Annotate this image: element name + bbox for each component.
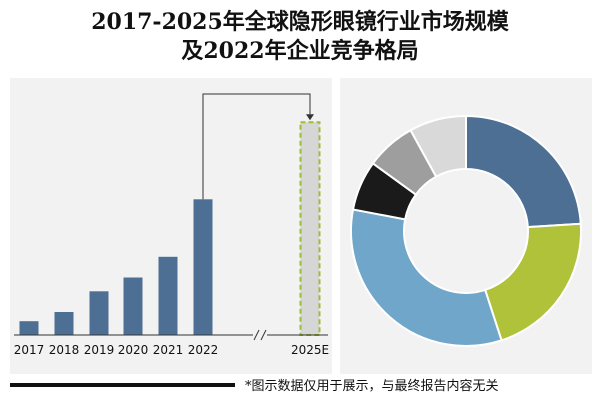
bar-2019 <box>89 291 109 335</box>
axis-break-mark-2 <box>260 329 267 341</box>
bar-2018 <box>54 312 74 335</box>
bar-2017 <box>19 321 39 335</box>
tick-label-2017: 2017 <box>14 343 45 357</box>
bar-2020 <box>123 277 143 335</box>
tick-label-2022: 2022 <box>188 343 219 357</box>
title-line-1: 2017-2025年全球隐形眼镜行业市场规模 <box>91 9 509 35</box>
footer-rule <box>10 383 235 387</box>
chart-title: 2017-2025年全球隐形眼镜行业市场规模 及2022年企业竞争格局 <box>0 8 600 66</box>
growth-arrow-head <box>306 114 314 121</box>
growth-connector-line <box>202 93 311 200</box>
bar-2022 <box>193 199 213 335</box>
donut-slice-2 <box>483 222 582 342</box>
axis-break-mark-1 <box>253 329 260 341</box>
tick-label-2020: 2020 <box>118 343 149 357</box>
donut-slice-6 <box>409 114 467 179</box>
title-line-2: 及2022年企业竞争格局 <box>181 38 419 64</box>
donut-chart-panel <box>340 78 592 374</box>
bar-chart: 2017 2018 2019 2020 2021 2022 2025E <box>14 93 329 357</box>
tick-label-2018: 2018 <box>49 343 80 357</box>
donut-chart <box>350 114 582 347</box>
bar-2025E <box>299 121 321 336</box>
bar-chart-panel: 2017 2018 2019 2020 2021 2022 2025E <box>10 78 332 374</box>
footnote: *图示数据仅用于展示，与最终报告内容无关 <box>245 379 499 394</box>
tick-label-2021: 2021 <box>153 343 184 357</box>
tick-label-2019: 2019 <box>84 343 115 357</box>
tick-label-2025E: 2025E <box>291 343 329 357</box>
donut-slice-3 <box>350 208 503 347</box>
donut-slice-1 <box>465 114 582 229</box>
bar-2021 <box>158 256 178 335</box>
